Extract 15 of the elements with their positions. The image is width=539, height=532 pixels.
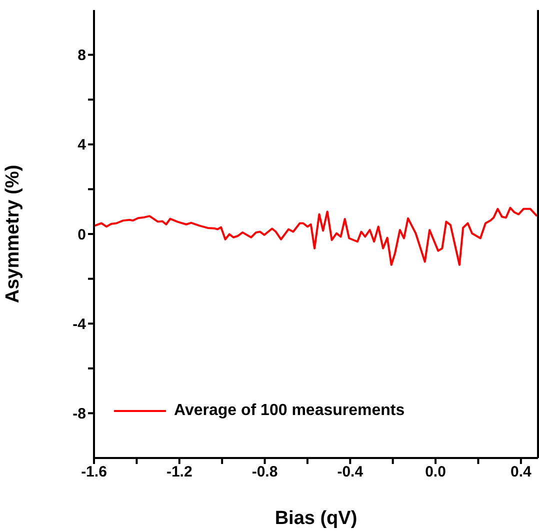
- y-tick-label: -4: [72, 316, 87, 333]
- x-tick-label: -0.8: [252, 464, 278, 481]
- y-tick-label: 0: [78, 226, 86, 244]
- y-axis-title: Asymmetry (%): [2, 164, 24, 304]
- y-tick-label: 8: [78, 47, 86, 64]
- legend-label: Average of 100 measurements: [174, 402, 405, 420]
- y-tick-label: -8: [72, 406, 86, 423]
- x-tick-label: -0.4: [337, 464, 364, 481]
- x-tick-label: -1.6: [81, 464, 107, 481]
- x-tick-label: 0.0: [425, 464, 446, 481]
- x-tick-label: 0.4: [510, 464, 532, 481]
- y-tick-label: 4: [78, 136, 87, 154]
- x-axis-title: Bias (qV): [274, 508, 358, 529]
- x-tick-label: -1.2: [166, 464, 192, 481]
- line-series: [94, 206, 538, 266]
